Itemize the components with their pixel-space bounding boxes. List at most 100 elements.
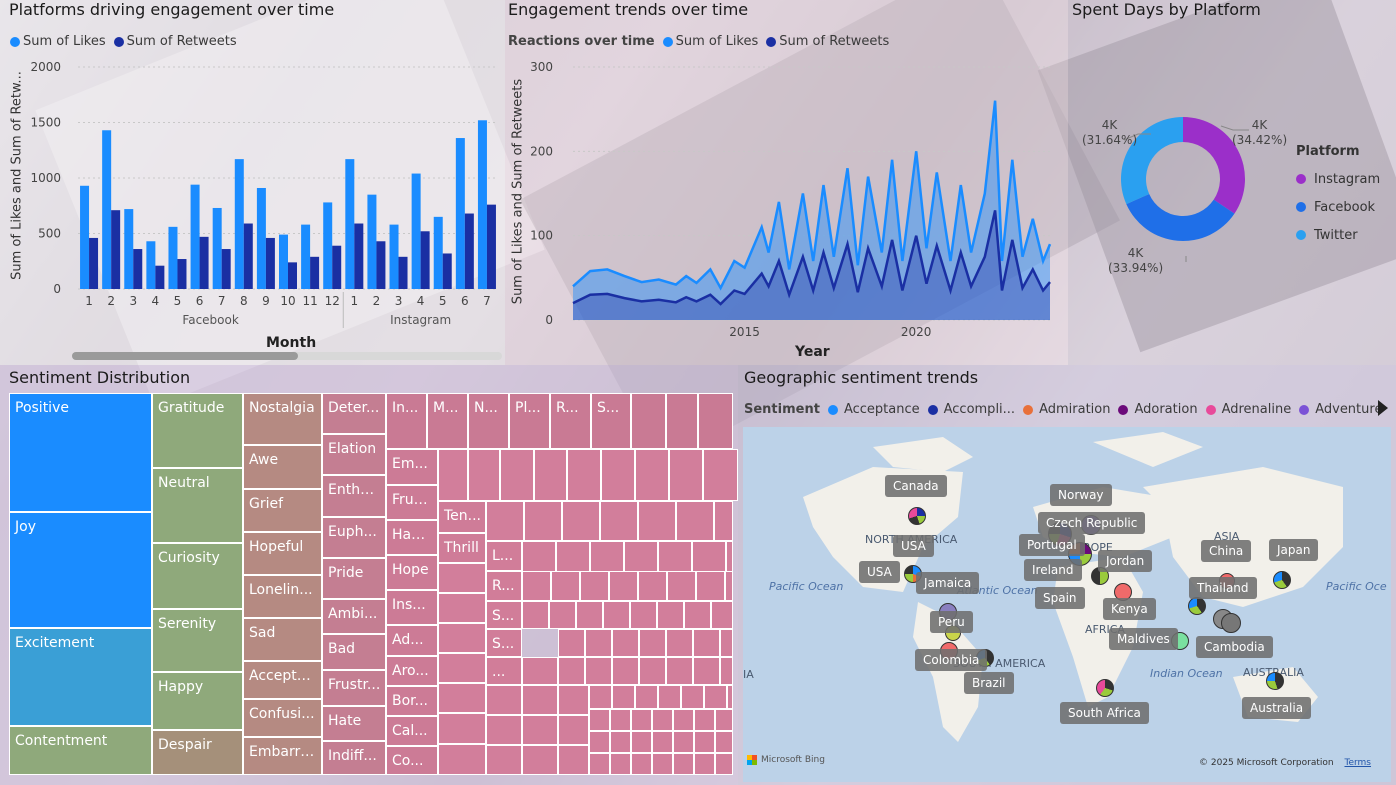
bar-chart-scroll-thumb[interactable] (72, 352, 298, 360)
donut-slice-instagram[interactable] (1183, 117, 1245, 214)
legend-item[interactable]: Adoration (1118, 402, 1198, 417)
tm-cell[interactable]: Positive (9, 393, 152, 512)
bar-likes[interactable] (256, 187, 266, 289)
legend-item[interactable]: Acceptance (827, 402, 920, 417)
line-likes[interactable] (572, 100, 1052, 291)
bar-chart-scrollbar[interactable] (72, 352, 502, 360)
map[interactable]: Pacific Ocean Atlantic Ocean Indian Ocea… (743, 427, 1391, 782)
country-label[interactable]: Maldives (1109, 628, 1178, 650)
bar-likes[interactable] (168, 226, 178, 289)
bar-retweets[interactable] (221, 249, 231, 289)
legend-item[interactable]: Admiration (1023, 402, 1110, 417)
tm-cell[interactable]: Happy (152, 672, 243, 730)
country-label[interactable]: Brazil (964, 672, 1014, 694)
bar-chart-panel[interactable]: Platforms driving engagement over time S… (0, 0, 505, 365)
country-label[interactable]: Norway (1050, 484, 1112, 506)
bar-retweets[interactable] (133, 249, 143, 289)
tm-cell[interactable]: Pride (322, 558, 386, 599)
tm-cell[interactable]: R... (550, 393, 591, 449)
tm-cell[interactable]: Euph... (322, 517, 386, 558)
bar-likes[interactable] (146, 241, 156, 289)
bar-retweets[interactable] (354, 223, 364, 289)
bar-likes[interactable] (389, 224, 399, 289)
tm-cell[interactable]: Frus... (386, 485, 438, 520)
bar-likes[interactable] (234, 159, 244, 289)
tm-cell[interactable]: S... (591, 393, 631, 449)
country-label[interactable]: Portugal (1019, 534, 1085, 556)
tm-cell[interactable]: Enthu... (322, 475, 386, 517)
bar-likes[interactable] (190, 184, 200, 289)
tm-cell[interactable]: Confusi... (243, 699, 322, 737)
tm-cell[interactable]: N... (468, 393, 509, 449)
bar-retweets[interactable] (288, 262, 297, 289)
tm-cell[interactable]: Embarra... (243, 737, 322, 775)
tm-cell[interactable]: Elation (322, 434, 386, 475)
bar-likes[interactable] (212, 207, 222, 289)
bar-likes[interactable] (433, 216, 443, 289)
bar-likes[interactable] (477, 120, 487, 289)
bar-likes[interactable] (279, 234, 288, 289)
bar-likes[interactable] (301, 224, 311, 289)
bar-retweets[interactable] (486, 204, 496, 289)
map-bubble[interactable] (1266, 672, 1284, 690)
country-label[interactable]: South Africa (1060, 702, 1149, 724)
legend-item-retweets[interactable]: Sum of Retweets (113, 34, 237, 49)
bar-retweets[interactable] (89, 237, 99, 289)
donut-chart[interactable] (1068, 0, 1396, 365)
line-retweets[interactable] (572, 210, 1051, 306)
donut-slice-twitter[interactable] (1121, 117, 1183, 205)
tm-cell[interactable]: Aro... (386, 656, 438, 686)
bar-retweets[interactable] (420, 231, 430, 289)
country-label[interactable]: Canada (885, 475, 947, 497)
bar-retweets[interactable] (177, 259, 187, 289)
line-chart[interactable]: 0 100 200 300 2015 2020 (505, 0, 1068, 365)
bar-retweets[interactable] (464, 213, 474, 289)
legend-item[interactable]: Accompli... (927, 402, 1015, 417)
country-label[interactable]: China (1201, 540, 1252, 562)
legend-item[interactable]: Adrenaline (1205, 402, 1291, 417)
country-label[interactable]: Australia (1242, 697, 1312, 719)
country-label[interactable]: Jamaica (916, 572, 980, 594)
tm-cell[interactable]: ... (486, 657, 522, 685)
bar-retweets[interactable] (243, 223, 253, 289)
tm-cell[interactable]: Indiff... (322, 741, 386, 775)
area-retweets[interactable] (573, 210, 1050, 320)
tm-cell[interactable]: Deter... (322, 393, 386, 434)
country-label[interactable]: Colombia (915, 649, 988, 671)
tm-cell[interactable]: Lonelin... (243, 575, 322, 618)
tm-cell[interactable]: Contentment (9, 726, 152, 775)
tm-cell[interactable]: M... (427, 393, 468, 449)
tm-cell[interactable]: Bor... (386, 686, 438, 716)
tm-cell[interactable]: Hope (386, 555, 438, 590)
tm-cell[interactable]: Ins... (386, 590, 438, 625)
tm-cell[interactable]: Em... (386, 449, 438, 485)
map-bubble[interactable] (908, 507, 926, 525)
bar-likes[interactable] (411, 173, 421, 289)
country-label[interactable]: USA (893, 535, 934, 557)
country-label[interactable]: Spain (1035, 587, 1085, 609)
legend-item[interactable]: Adventure (1299, 402, 1382, 417)
country-label[interactable]: Peru (930, 611, 973, 633)
country-label[interactable]: Thailand (1189, 577, 1257, 599)
map-bubble[interactable] (1221, 613, 1241, 633)
bar-likes[interactable] (124, 209, 134, 289)
country-label[interactable]: Kenya (1103, 598, 1156, 620)
tm-cell[interactable]: Accepta... (243, 661, 322, 699)
treemap-panel[interactable]: Sentiment Distribution Positive Joy Exci… (0, 365, 738, 785)
tm-cell[interactable]: Hap... (386, 520, 438, 555)
legend-item-likes[interactable]: Sum of Likes (10, 34, 106, 49)
map-bubble[interactable] (1096, 679, 1114, 697)
tm-cell[interactable]: Serenity (152, 609, 243, 672)
bar-retweets[interactable] (398, 256, 408, 289)
bar-retweets[interactable] (111, 210, 121, 289)
bar-likes[interactable] (345, 159, 355, 289)
tm-cell[interactable]: Grief (243, 489, 322, 532)
country-label[interactable]: Ireland (1024, 559, 1082, 581)
tm-cell[interactable]: Cal... (386, 716, 438, 746)
tm-cell[interactable]: Curiosity (152, 543, 243, 609)
tm-cell[interactable]: Frustr... (322, 670, 386, 706)
tm-cell[interactable]: Awe (243, 445, 322, 489)
country-label[interactable]: USA (859, 561, 900, 583)
legend-next-arrow-icon[interactable] (1378, 400, 1388, 416)
